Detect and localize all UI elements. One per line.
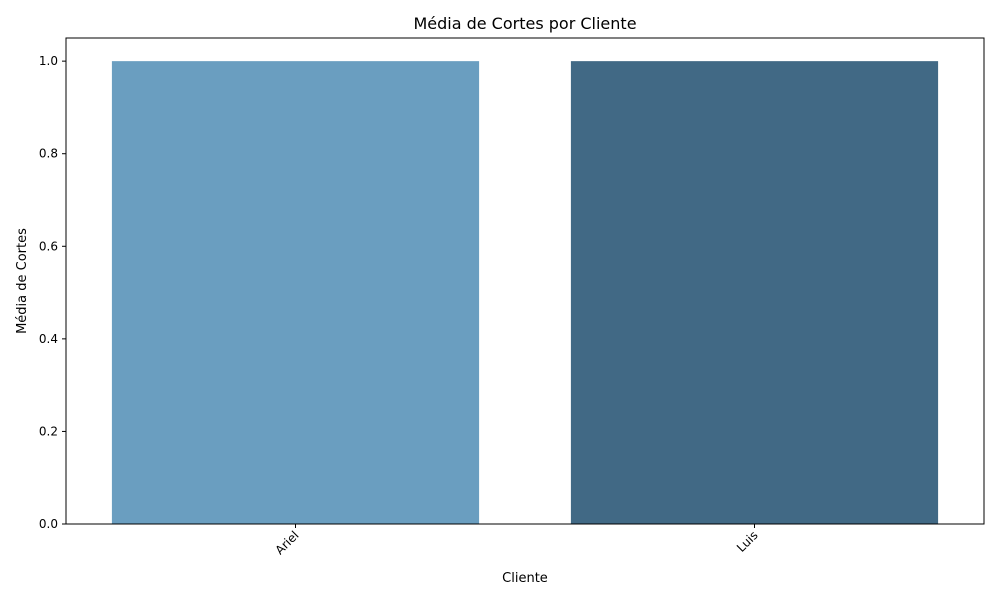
y-tick-label: 0.6 — [39, 239, 58, 253]
bar-ariel — [111, 61, 480, 525]
y-tick-label: 0.0 — [39, 517, 58, 531]
y-axis-ticks: 0.0 0.2 0.4 0.6 0.8 1.0 — [39, 54, 66, 531]
y-tick-label: 0.8 — [39, 147, 58, 161]
y-axis-label: Média de Cortes — [15, 228, 30, 334]
y-tick-label: 0.4 — [39, 332, 58, 346]
plot-frame — [65, 37, 985, 525]
x-tick-label: Ariel — [272, 528, 301, 557]
x-tick-label: Luis — [734, 528, 761, 555]
y-tick-label: 0.2 — [39, 424, 58, 438]
x-axis-label: Cliente — [502, 571, 548, 586]
y-tick-label: 1.0 — [39, 54, 58, 68]
bar-luis — [570, 61, 939, 525]
chart-title: Média de Cortes por Cliente — [413, 14, 636, 33]
bars-group — [111, 61, 939, 525]
x-axis-ticks: Ariel Luis — [272, 524, 761, 557]
